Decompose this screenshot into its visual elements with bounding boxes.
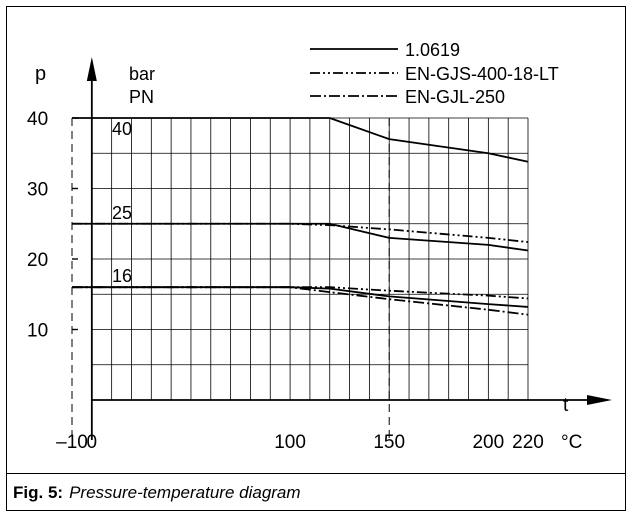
- legend-label: EN-GJL-250: [405, 87, 505, 107]
- x-tick-label: 0: [87, 432, 98, 453]
- pn-level-label: 25: [112, 203, 132, 223]
- legend-label: EN-GJS-400-18-LT: [405, 64, 559, 84]
- y-axis-arrow: [86, 57, 97, 81]
- x-tick-label: –10: [56, 432, 88, 453]
- pn-label: PN: [129, 87, 154, 107]
- series-line-solid-pn25: [72, 222, 529, 252]
- x-axis-label: t: [563, 395, 569, 416]
- y-tick-label: 10: [27, 321, 48, 342]
- y-axis-label: p: [35, 63, 46, 85]
- x-tick-label: 220: [512, 432, 544, 453]
- y-tick-label: 40: [27, 109, 48, 130]
- y-tick-label: 30: [27, 180, 48, 201]
- series-line-solid-pn16: [72, 286, 529, 308]
- caption-label: Fig. 5:: [13, 483, 64, 502]
- legend-label: 1.0619: [405, 40, 460, 60]
- x-unit-label: °C: [561, 432, 582, 453]
- pn-level-label: 40: [112, 119, 132, 139]
- figure-caption: Fig. 5: Pressure-temperature diagram: [13, 483, 301, 503]
- y-unit-label: bar: [129, 64, 155, 84]
- series-line-solid-pn40: [72, 117, 529, 163]
- caption-divider: [7, 473, 625, 474]
- figure-frame: 10 20 30 40 –10 0 100 150 200 220 p bar PN t °C 40 25 16 …: [6, 6, 626, 511]
- legend: 1.0619 EN-GJS-400-18-LT EN-GJL-250: [310, 40, 559, 107]
- axes: [72, 57, 612, 440]
- caption-text: Pressure-temperature diagram: [69, 483, 301, 502]
- grid: [91, 117, 529, 401]
- series-line-dashdot-pn16: [72, 286, 529, 316]
- axis-labels: 10 20 30 40 –100 100 150 200 220 p bar PN t °C 40 25 16: [27, 63, 582, 453]
- series-lines: [72, 117, 529, 316]
- x-tick-label: 200: [472, 432, 504, 453]
- y-tick-label: 20: [27, 250, 48, 271]
- x-axis-arrow: [587, 395, 612, 405]
- reference-lines: [71, 118, 390, 438]
- x-tick-label: 150: [373, 432, 405, 453]
- series-line-dashdotdot-pn16: [72, 286, 529, 300]
- pn-level-label: 16: [112, 266, 132, 286]
- series-line-dashdotdot-pn25: [72, 222, 529, 243]
- x-tick-label: 100: [274, 432, 306, 453]
